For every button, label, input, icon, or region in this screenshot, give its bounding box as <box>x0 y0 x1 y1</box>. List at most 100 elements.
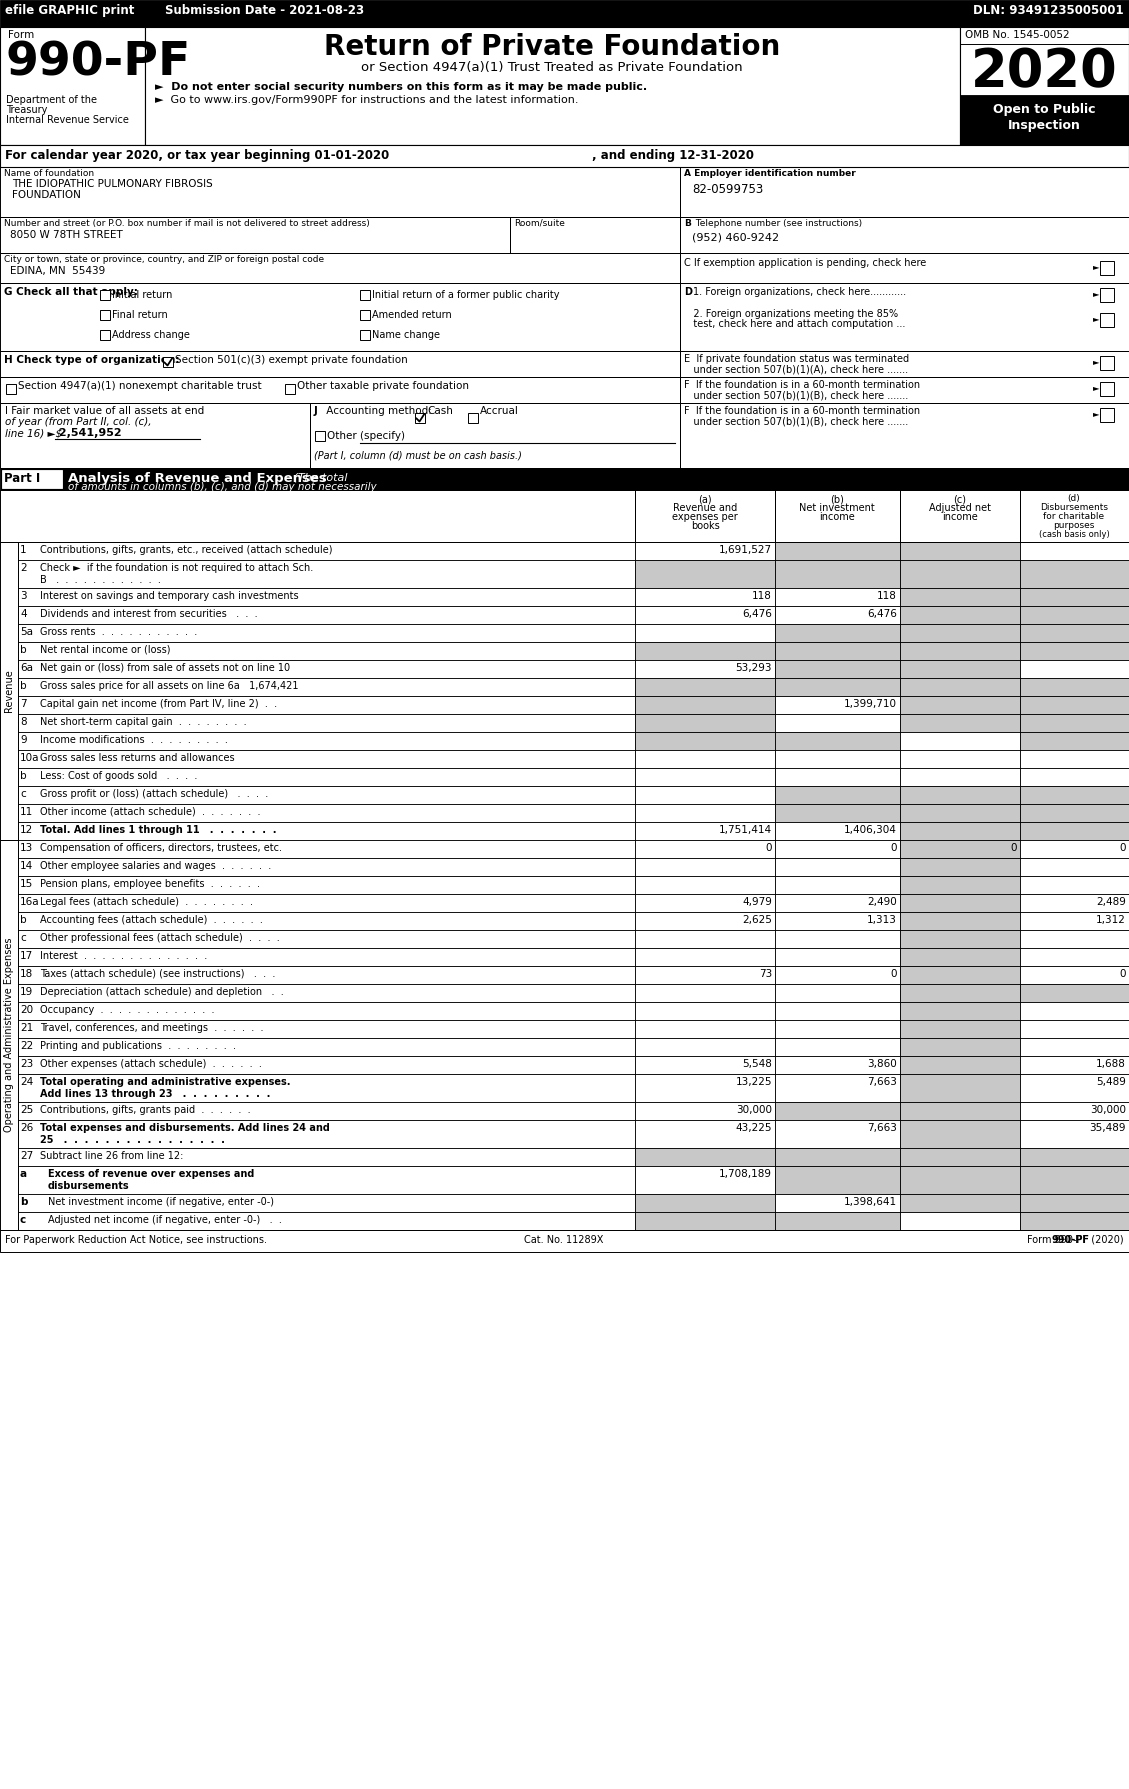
Bar <box>900 1149 1019 1166</box>
Text: Subtract line 26 from line 12:: Subtract line 26 from line 12: <box>40 1150 183 1161</box>
Text: City or town, state or province, country, and ZIP or foreign postal code: City or town, state or province, country… <box>5 256 324 265</box>
Text: Internal Revenue Service: Internal Revenue Service <box>6 114 129 125</box>
Text: Cat. No. 11289X: Cat. No. 11289X <box>524 1234 604 1245</box>
Text: b: b <box>20 682 27 691</box>
Text: 1,406,304: 1,406,304 <box>844 825 898 835</box>
Bar <box>1019 660 1129 678</box>
Bar <box>774 785 900 803</box>
Bar <box>1019 1149 1129 1166</box>
Bar <box>774 560 900 589</box>
Text: 30,000: 30,000 <box>736 1106 772 1115</box>
Text: expenses per: expenses per <box>672 512 738 522</box>
Bar <box>774 1193 900 1211</box>
Bar <box>774 642 900 660</box>
Bar <box>634 984 774 1002</box>
Text: c: c <box>20 789 26 800</box>
Text: 13,225: 13,225 <box>735 1077 772 1088</box>
Bar <box>900 1193 1019 1211</box>
Text: (The total: (The total <box>290 472 348 481</box>
Bar <box>900 696 1019 714</box>
Text: c: c <box>20 934 26 943</box>
Text: 118: 118 <box>752 590 772 601</box>
Bar <box>1019 1193 1129 1211</box>
Bar <box>680 351 1129 377</box>
Bar <box>774 642 900 660</box>
Bar <box>1019 767 1129 785</box>
Text: Excess of revenue over expenses and
disbursements: Excess of revenue over expenses and disb… <box>49 1168 254 1191</box>
Bar <box>18 732 634 750</box>
Bar <box>634 542 774 560</box>
Bar <box>0 469 1129 490</box>
Text: 1,691,527: 1,691,527 <box>719 546 772 555</box>
Bar <box>900 948 1019 966</box>
Bar <box>1019 930 1129 948</box>
Text: 26: 26 <box>20 1123 33 1132</box>
Bar <box>774 767 900 785</box>
Text: 7,663: 7,663 <box>867 1077 898 1088</box>
Text: H Check type of organization:: H Check type of organization: <box>5 354 180 365</box>
Bar <box>634 678 774 696</box>
Bar <box>18 803 634 821</box>
Bar <box>774 624 900 642</box>
Text: 15: 15 <box>20 878 33 889</box>
Bar <box>774 1211 900 1231</box>
Bar <box>1100 288 1114 302</box>
Bar <box>900 1102 1019 1120</box>
Text: Occupancy  .  .  .  .  .  .  .  .  .  .  .  .  .: Occupancy . . . . . . . . . . . . . <box>40 1005 215 1014</box>
Bar <box>310 403 680 469</box>
Bar <box>18 841 634 859</box>
Bar <box>634 1193 774 1211</box>
Text: Net investment income (if negative, enter -0-): Net investment income (if negative, ente… <box>49 1197 274 1208</box>
Text: Other expenses (attach schedule)  .  .  .  .  .  .: Other expenses (attach schedule) . . . .… <box>40 1059 262 1070</box>
Text: Other (specify): Other (specify) <box>327 431 405 442</box>
Bar <box>900 1020 1019 1038</box>
Bar <box>634 966 774 984</box>
Bar <box>1019 714 1129 732</box>
Bar <box>1019 678 1129 696</box>
Bar <box>900 560 1019 589</box>
Text: (c): (c) <box>954 494 966 504</box>
Bar <box>18 589 634 606</box>
Bar <box>1019 1193 1129 1211</box>
Text: Dividends and interest from securities   .  .  .: Dividends and interest from securities .… <box>40 608 257 619</box>
Text: Net short-term capital gain  .  .  .  .  .  .  .  .: Net short-term capital gain . . . . . . … <box>40 717 246 726</box>
Text: b: b <box>20 914 27 925</box>
Text: I Fair market value of all assets at end: I Fair market value of all assets at end <box>5 406 204 417</box>
Bar <box>415 413 425 422</box>
Bar <box>18 1056 634 1073</box>
Text: 73: 73 <box>759 970 772 979</box>
Bar <box>774 660 900 678</box>
Bar <box>900 966 1019 984</box>
Text: Interest on savings and temporary cash investments: Interest on savings and temporary cash i… <box>40 590 299 601</box>
Bar <box>900 821 1019 841</box>
Bar <box>900 912 1019 930</box>
Text: 12: 12 <box>20 825 33 835</box>
Bar <box>774 1002 900 1020</box>
Bar <box>900 894 1019 912</box>
Bar <box>360 309 370 320</box>
Text: Cash: Cash <box>427 406 453 417</box>
Bar <box>900 859 1019 877</box>
Bar <box>18 542 634 560</box>
Bar <box>634 1056 774 1073</box>
Bar <box>1019 1020 1129 1038</box>
Bar <box>18 948 634 966</box>
Bar <box>634 1002 774 1020</box>
Text: 27: 27 <box>20 1150 33 1161</box>
Bar <box>634 841 774 859</box>
Bar <box>900 542 1019 560</box>
Text: 14: 14 <box>20 861 33 871</box>
Bar <box>18 984 634 1002</box>
Text: 5,548: 5,548 <box>742 1059 772 1070</box>
Text: Contributions, gifts, grants paid  .  .  .  .  .  .: Contributions, gifts, grants paid . . . … <box>40 1106 251 1115</box>
Text: 0: 0 <box>1120 843 1126 853</box>
Bar <box>18 821 634 841</box>
Text: Gross sales less returns and allowances: Gross sales less returns and allowances <box>40 753 235 762</box>
Text: Part I: Part I <box>5 472 41 485</box>
Bar <box>18 560 634 589</box>
Text: ►: ► <box>1093 261 1100 270</box>
Bar <box>0 403 310 469</box>
Text: EDINA, MN  55439: EDINA, MN 55439 <box>10 267 105 276</box>
Text: 23: 23 <box>20 1059 33 1070</box>
Text: 990-PF: 990-PF <box>1051 1234 1089 1245</box>
